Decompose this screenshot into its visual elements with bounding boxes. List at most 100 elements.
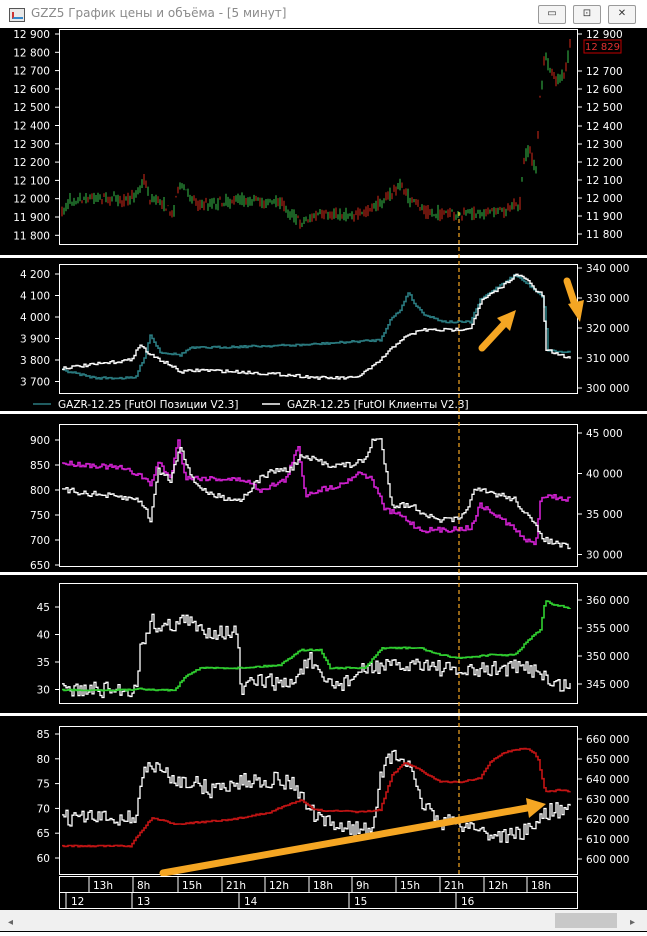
- hour-label: 13h: [93, 880, 113, 892]
- right-tick-label: 650 000: [586, 754, 629, 766]
- left-tick-label: 3 800: [20, 355, 50, 367]
- panel-5-frame: [59, 726, 578, 875]
- horizontal-scrollbar[interactable]: [0, 910, 647, 931]
- left-tick-label: 750: [30, 510, 50, 522]
- red-line: [62, 747, 571, 848]
- hour-label: 18h: [313, 880, 333, 892]
- right-tick-label: 310 000: [586, 353, 629, 365]
- left-tick-label: 12 000: [13, 194, 50, 206]
- title-bar: GZZ5 График цены и объёма - [5 минут] ▭ …: [0, 0, 647, 29]
- hour-label: 15h: [400, 880, 420, 892]
- right-tick-label: 600 000: [586, 854, 629, 866]
- time-axis-days: [59, 892, 578, 909]
- axis-ticks: 12 900 12 800 12 700 12 600 12 500 12 400 12 3…: [13, 29, 629, 866]
- left-tick-label: 4 000: [20, 312, 50, 324]
- green-line: [62, 600, 571, 692]
- white-line: [62, 749, 571, 844]
- day-label: 16: [461, 896, 475, 908]
- right-tick-label: 11 800: [586, 229, 623, 241]
- right-tick-label: 45 000: [586, 428, 623, 440]
- left-tick-label: 800: [30, 485, 50, 497]
- scrollbar-thumb[interactable]: [555, 913, 617, 928]
- right-tick-label: 320 000: [586, 323, 629, 335]
- left-tick-label: 3 700: [20, 377, 50, 389]
- left-tick-label: 12 500: [13, 102, 50, 114]
- left-tick-label: 12 900: [13, 29, 50, 41]
- left-tick-label: 80: [37, 754, 50, 766]
- left-tick-label: 12 600: [13, 84, 50, 96]
- chart-window: 12 900 12 800 12 700 12 600 12 500 12 400 12 3…: [0, 28, 647, 932]
- right-tick-label: 640 000: [586, 774, 629, 786]
- legend-label-clients: GAZR-12.25 [FutOI Клиенты V2.3]: [287, 399, 469, 411]
- panel-separator[interactable]: [0, 255, 647, 258]
- right-tick-label: 660 000: [586, 734, 629, 746]
- right-tick-label: 30 000: [586, 550, 623, 562]
- left-tick-label: 85: [37, 729, 50, 741]
- left-tick-label: 40: [37, 630, 50, 642]
- oi-clients-line: [62, 273, 571, 380]
- white-line: [62, 438, 571, 550]
- hour-label: 8h: [137, 880, 150, 892]
- day-label: 12: [71, 896, 84, 908]
- left-tick-label: 11 900: [13, 212, 50, 224]
- right-tick-label: 360 000: [586, 595, 629, 607]
- scroll-right-arrow-icon[interactable]: ▸: [630, 917, 635, 928]
- day-label: 14: [244, 896, 258, 908]
- right-tick-label: 12 600: [586, 84, 623, 96]
- left-tick-label: 65: [37, 828, 50, 840]
- left-tick-label: 12 200: [13, 157, 50, 169]
- left-tick-label: 45: [37, 602, 50, 614]
- left-tick-label: 12 400: [13, 121, 50, 133]
- minimize-button[interactable]: ▭: [538, 5, 566, 24]
- right-tick-label: 620 000: [586, 814, 629, 826]
- left-tick-label: 35: [37, 657, 50, 669]
- right-tick-label: 345 000: [586, 679, 629, 691]
- left-tick-label: 30: [37, 685, 50, 697]
- last-price-label: 12 829: [585, 42, 620, 53]
- left-tick-label: 60: [37, 853, 50, 865]
- hour-label: 15h: [182, 880, 202, 892]
- up-arrow-annotation: [478, 310, 516, 352]
- hour-label: 12h: [269, 880, 289, 892]
- price-panel-frame: [59, 29, 578, 245]
- right-tick-label: 12 100: [586, 175, 623, 187]
- price-candles: [61, 39, 571, 229]
- right-tick-label: 630 000: [586, 794, 629, 806]
- white-line: [62, 613, 571, 699]
- left-tick-label: 70: [37, 803, 50, 815]
- right-tick-label: 12 700: [586, 66, 623, 78]
- left-tick-label: 650: [30, 560, 50, 572]
- right-tick-label: 35 000: [586, 509, 623, 521]
- maximize-button[interactable]: ⊡: [573, 5, 601, 24]
- hour-label: 21h: [444, 880, 464, 892]
- hour-label: 18h: [531, 880, 551, 892]
- panel-separator[interactable]: [0, 713, 647, 716]
- last-price-box: [583, 39, 622, 54]
- left-tick-label: 4 100: [20, 291, 50, 303]
- chart-app-icon: [9, 8, 25, 22]
- scroll-left-arrow-icon[interactable]: ◂: [8, 917, 13, 928]
- right-tick-label: 12 400: [586, 121, 623, 133]
- panel-separator[interactable]: [0, 411, 647, 414]
- time-axis-labels: 13h 8h 15h 21h 12h 18h 9h 15h 21h 12h 18h 12 13 14 15 1…: [65, 877, 551, 908]
- right-tick-label: 330 000: [586, 293, 629, 305]
- right-tick-label: 12 200: [586, 157, 623, 169]
- chart-canvas[interactable]: 12 900 12 800 12 700 12 600 12 500 12 400 12 3…: [0, 28, 647, 932]
- legend-label-positions: GAZR-12.25 [FutOI Позиции V2.3]: [58, 399, 238, 411]
- left-tick-label: 12 700: [13, 66, 50, 78]
- right-tick-label: 350 000: [586, 651, 629, 663]
- right-tick-label: 340 000: [586, 263, 629, 275]
- magenta-line: [62, 439, 571, 546]
- left-tick-label: 700: [30, 535, 50, 547]
- close-button[interactable]: ✕: [608, 5, 636, 24]
- right-tick-label: 610 000: [586, 834, 629, 846]
- left-tick-label: 11 800: [13, 230, 50, 242]
- panel-separator[interactable]: [0, 572, 647, 575]
- left-tick-label: 12 300: [13, 139, 50, 151]
- down-arrow-annotation: [563, 277, 584, 322]
- right-tick-label: 40 000: [586, 469, 623, 481]
- hour-label: 12h: [488, 880, 508, 892]
- left-tick-label: 4 200: [20, 269, 50, 281]
- left-tick-label: 75: [37, 779, 50, 791]
- left-tick-label: 850: [30, 460, 50, 472]
